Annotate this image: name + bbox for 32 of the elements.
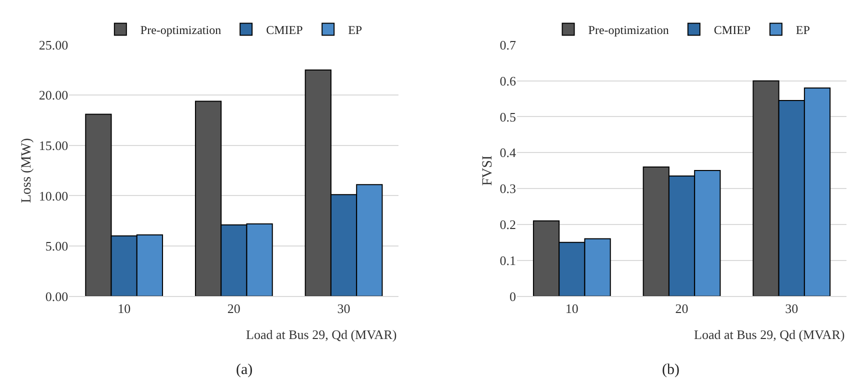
y-tick-label: 10.00 <box>38 188 68 204</box>
x-tick-label: 20 <box>227 300 240 316</box>
y-tick-label: 0.00 <box>45 288 68 304</box>
legend-label: EP <box>348 22 362 37</box>
y-tick-label: 0.4 <box>500 145 516 160</box>
x-tick-label: 30 <box>785 300 798 316</box>
y-axis-title: FVSI <box>480 155 496 186</box>
y-tick-label: 0.7 <box>500 37 516 52</box>
y-tick-label: 0.5 <box>500 109 516 124</box>
y-tick-label: 0.2 <box>500 216 516 232</box>
text: (a) <box>236 362 253 378</box>
y-tick-label: 0.3 <box>500 181 516 196</box>
x-axis-title: Load at Bus 29, Qd (MVAR) <box>246 327 397 342</box>
x-tick-label: 20 <box>675 300 688 316</box>
text: (b) <box>662 362 680 378</box>
y-tick-label: 5.00 <box>45 238 68 254</box>
x-axis-title: Load at Bus 29, Qd (MVAR) <box>694 327 845 342</box>
legend-label: CMIEP <box>266 22 304 37</box>
y-tick-label: 20.00 <box>38 88 68 103</box>
y-tick-label: 0.1 <box>500 252 516 268</box>
legend-label: CMIEP <box>714 22 751 37</box>
y-tick-label: 15.00 <box>38 138 68 153</box>
y-tick-label: 25.00 <box>38 37 68 52</box>
legend-label: Pre-optimization <box>588 22 669 37</box>
y-tick-label: 0.6 <box>500 73 516 88</box>
legend-label: Pre-optimization <box>140 22 222 37</box>
y-tick-label: 0 <box>510 288 516 304</box>
y-axis-title: Loss (MW) <box>20 138 34 204</box>
x-tick-label: 30 <box>337 300 350 316</box>
legend-label: EP <box>796 22 810 37</box>
x-tick-label: 10 <box>118 300 131 316</box>
x-tick-label: 10 <box>565 300 578 316</box>
